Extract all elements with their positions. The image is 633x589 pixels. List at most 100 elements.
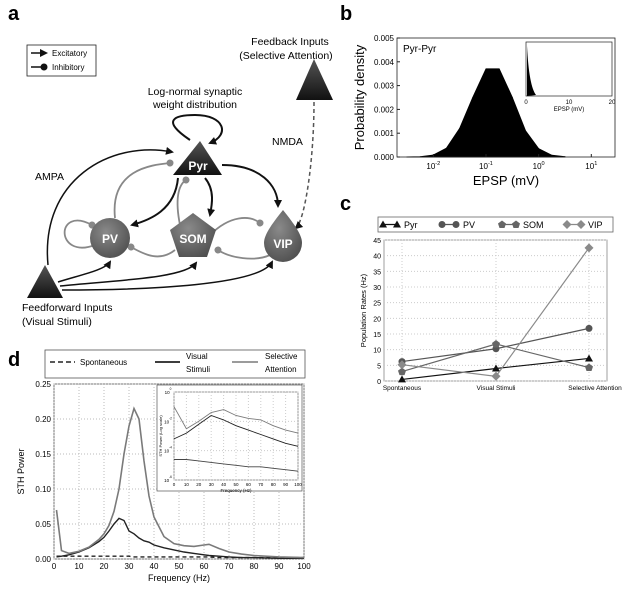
inset-x-tick-label: 0: [173, 482, 176, 487]
feedback-label-2: (Selective Attention): [239, 50, 332, 62]
y-tick-label: 0: [377, 379, 381, 386]
histogram-bin: [498, 68, 500, 70]
legend-label: Visual: [186, 352, 208, 361]
series-line-selective-attention: [55, 406, 305, 559]
x-axis-label: Frequency (Hz): [148, 573, 210, 583]
inset-x-tick-label: 0: [524, 100, 528, 106]
data-point-som: [492, 340, 500, 348]
legend-label: VIP: [588, 220, 603, 230]
data-point-pyr: [585, 354, 593, 362]
x-tick-label: 10-1: [479, 161, 493, 171]
nmda-label: NMDA: [272, 136, 303, 148]
x-tick-label: 101: [585, 161, 597, 171]
inset-x-tick-label: 70: [258, 482, 264, 487]
legend-excitatory: Excitatory: [52, 49, 87, 58]
chart-title: Pyr-Pyr: [403, 44, 437, 55]
inset-x-axis-label: EPSP (mV): [554, 107, 585, 113]
histogram-bin: [551, 154, 553, 156]
y-tick-label: 0.000: [374, 153, 395, 162]
x-tick-label: 50: [175, 562, 184, 571]
data-point-som: [398, 367, 406, 376]
data-point-vip: [491, 371, 501, 381]
y-tick-label: 45: [373, 238, 381, 245]
data-point-pv: [585, 324, 593, 332]
legend-label: Stimuli: [186, 365, 210, 374]
feedback-input-triangle: [296, 59, 333, 100]
legend-marker-pyr: [393, 220, 401, 228]
inset-y-tick-label: 10-4: [164, 446, 172, 454]
legend-marker-pyr: [379, 220, 387, 228]
inset-y-tick-label: 10-2: [164, 416, 172, 424]
x-tick-label: 60: [200, 562, 209, 571]
y-tick-label: 5: [377, 363, 381, 370]
x-tick-label: Selective Attention: [568, 385, 622, 392]
legend-marker-vip: [562, 220, 572, 229]
x-tick-label: 70: [225, 562, 234, 571]
inset-y-tick-label: 100: [165, 387, 172, 395]
histogram-bin: [511, 97, 513, 98]
legend-label: Pyr: [404, 220, 418, 230]
panel-label-b: b: [340, 3, 352, 25]
connections: [46, 101, 315, 291]
histogram-bin: [459, 127, 461, 129]
y-axis-label: Probability density: [352, 44, 367, 150]
pyr-label: Pyr: [188, 159, 208, 173]
som-node: [170, 213, 216, 257]
x-axis-label: EPSP (mV): [473, 173, 539, 188]
data-point-som: [585, 363, 593, 372]
histogram-bin: [538, 148, 540, 150]
feedforward-label-2: (Visual Stimuli): [22, 316, 92, 328]
x-tick-label: 40: [150, 562, 159, 571]
data-point-pyr: [398, 375, 406, 383]
inset-x-tick-label: 40: [221, 482, 227, 487]
legend-inhibitory: Inhibitory: [52, 63, 84, 72]
vip-label: VIP: [273, 237, 292, 251]
x-tick-label: 10: [75, 562, 84, 571]
legend-label: Selective: [265, 352, 298, 361]
pv-label: PV: [102, 232, 118, 246]
inset-x-tick-label: 20: [196, 482, 202, 487]
x-tick-label: 0: [52, 562, 57, 571]
legend-marker-som: [512, 220, 520, 228]
y-tick-label: 25: [373, 301, 381, 308]
legend-label: PV: [463, 220, 475, 230]
chart-d: Spontaneous Visual Stimuli Selective Attenti…: [16, 349, 311, 583]
inset-x-axis-label: Frequency (Hz): [220, 488, 252, 493]
inset-series-visual-stimuli: [173, 414, 299, 447]
y-tick-label: 0.001: [374, 129, 395, 138]
inset-x-tick-label: 20: [609, 100, 616, 106]
inset-x-tick-label: 50: [233, 482, 239, 487]
y-tick-label: 10: [373, 348, 381, 355]
legend-marker-som: [498, 220, 506, 228]
inset-y-axis-label: STH Power (Log scale): [158, 415, 163, 457]
chart-c: Pyr PV SOM VIP 0 5 10 15 20 25 30 35 40 45 Spontaneous…: [359, 216, 622, 392]
ampa-label: AMPA: [35, 171, 64, 183]
panel-label-a: a: [8, 3, 20, 25]
histogram-bin: [485, 68, 487, 70]
x-tick-label: Visual Stimuli: [477, 385, 516, 392]
vip-node: [264, 210, 302, 262]
legend-marker-pv: [452, 221, 460, 228]
legend-label: Spontaneous: [80, 358, 127, 367]
y-tick-label: 0.20: [35, 415, 51, 424]
inset-x-tick-label: 60: [246, 482, 252, 487]
data-point-vip: [584, 243, 594, 253]
y-tick-label: 35: [373, 269, 381, 276]
x-tick-label: 80: [250, 562, 259, 571]
series-line-visual-stimuli: [56, 517, 304, 559]
y-tick-label: 0.005: [374, 34, 395, 43]
data-point-vip: [397, 360, 407, 370]
y-tick-label: 30: [373, 285, 381, 292]
chart-b: 0.000 0.001 0.002 0.003 0.004 0.005 10-2 10-1 10…: [352, 34, 616, 188]
y-tick-label: 0.00: [35, 555, 51, 564]
legend-label: SOM: [523, 220, 544, 230]
panel-label-c: c: [340, 193, 351, 215]
series-line-spontaneous: [56, 555, 304, 559]
inset-frame: [173, 391, 299, 481]
inset-x-tick-label: 80: [271, 482, 277, 487]
x-tick-label: 30: [125, 562, 134, 571]
y-tick-label: 20: [373, 316, 381, 323]
lognormal-label-2: weight distribution: [152, 99, 237, 111]
